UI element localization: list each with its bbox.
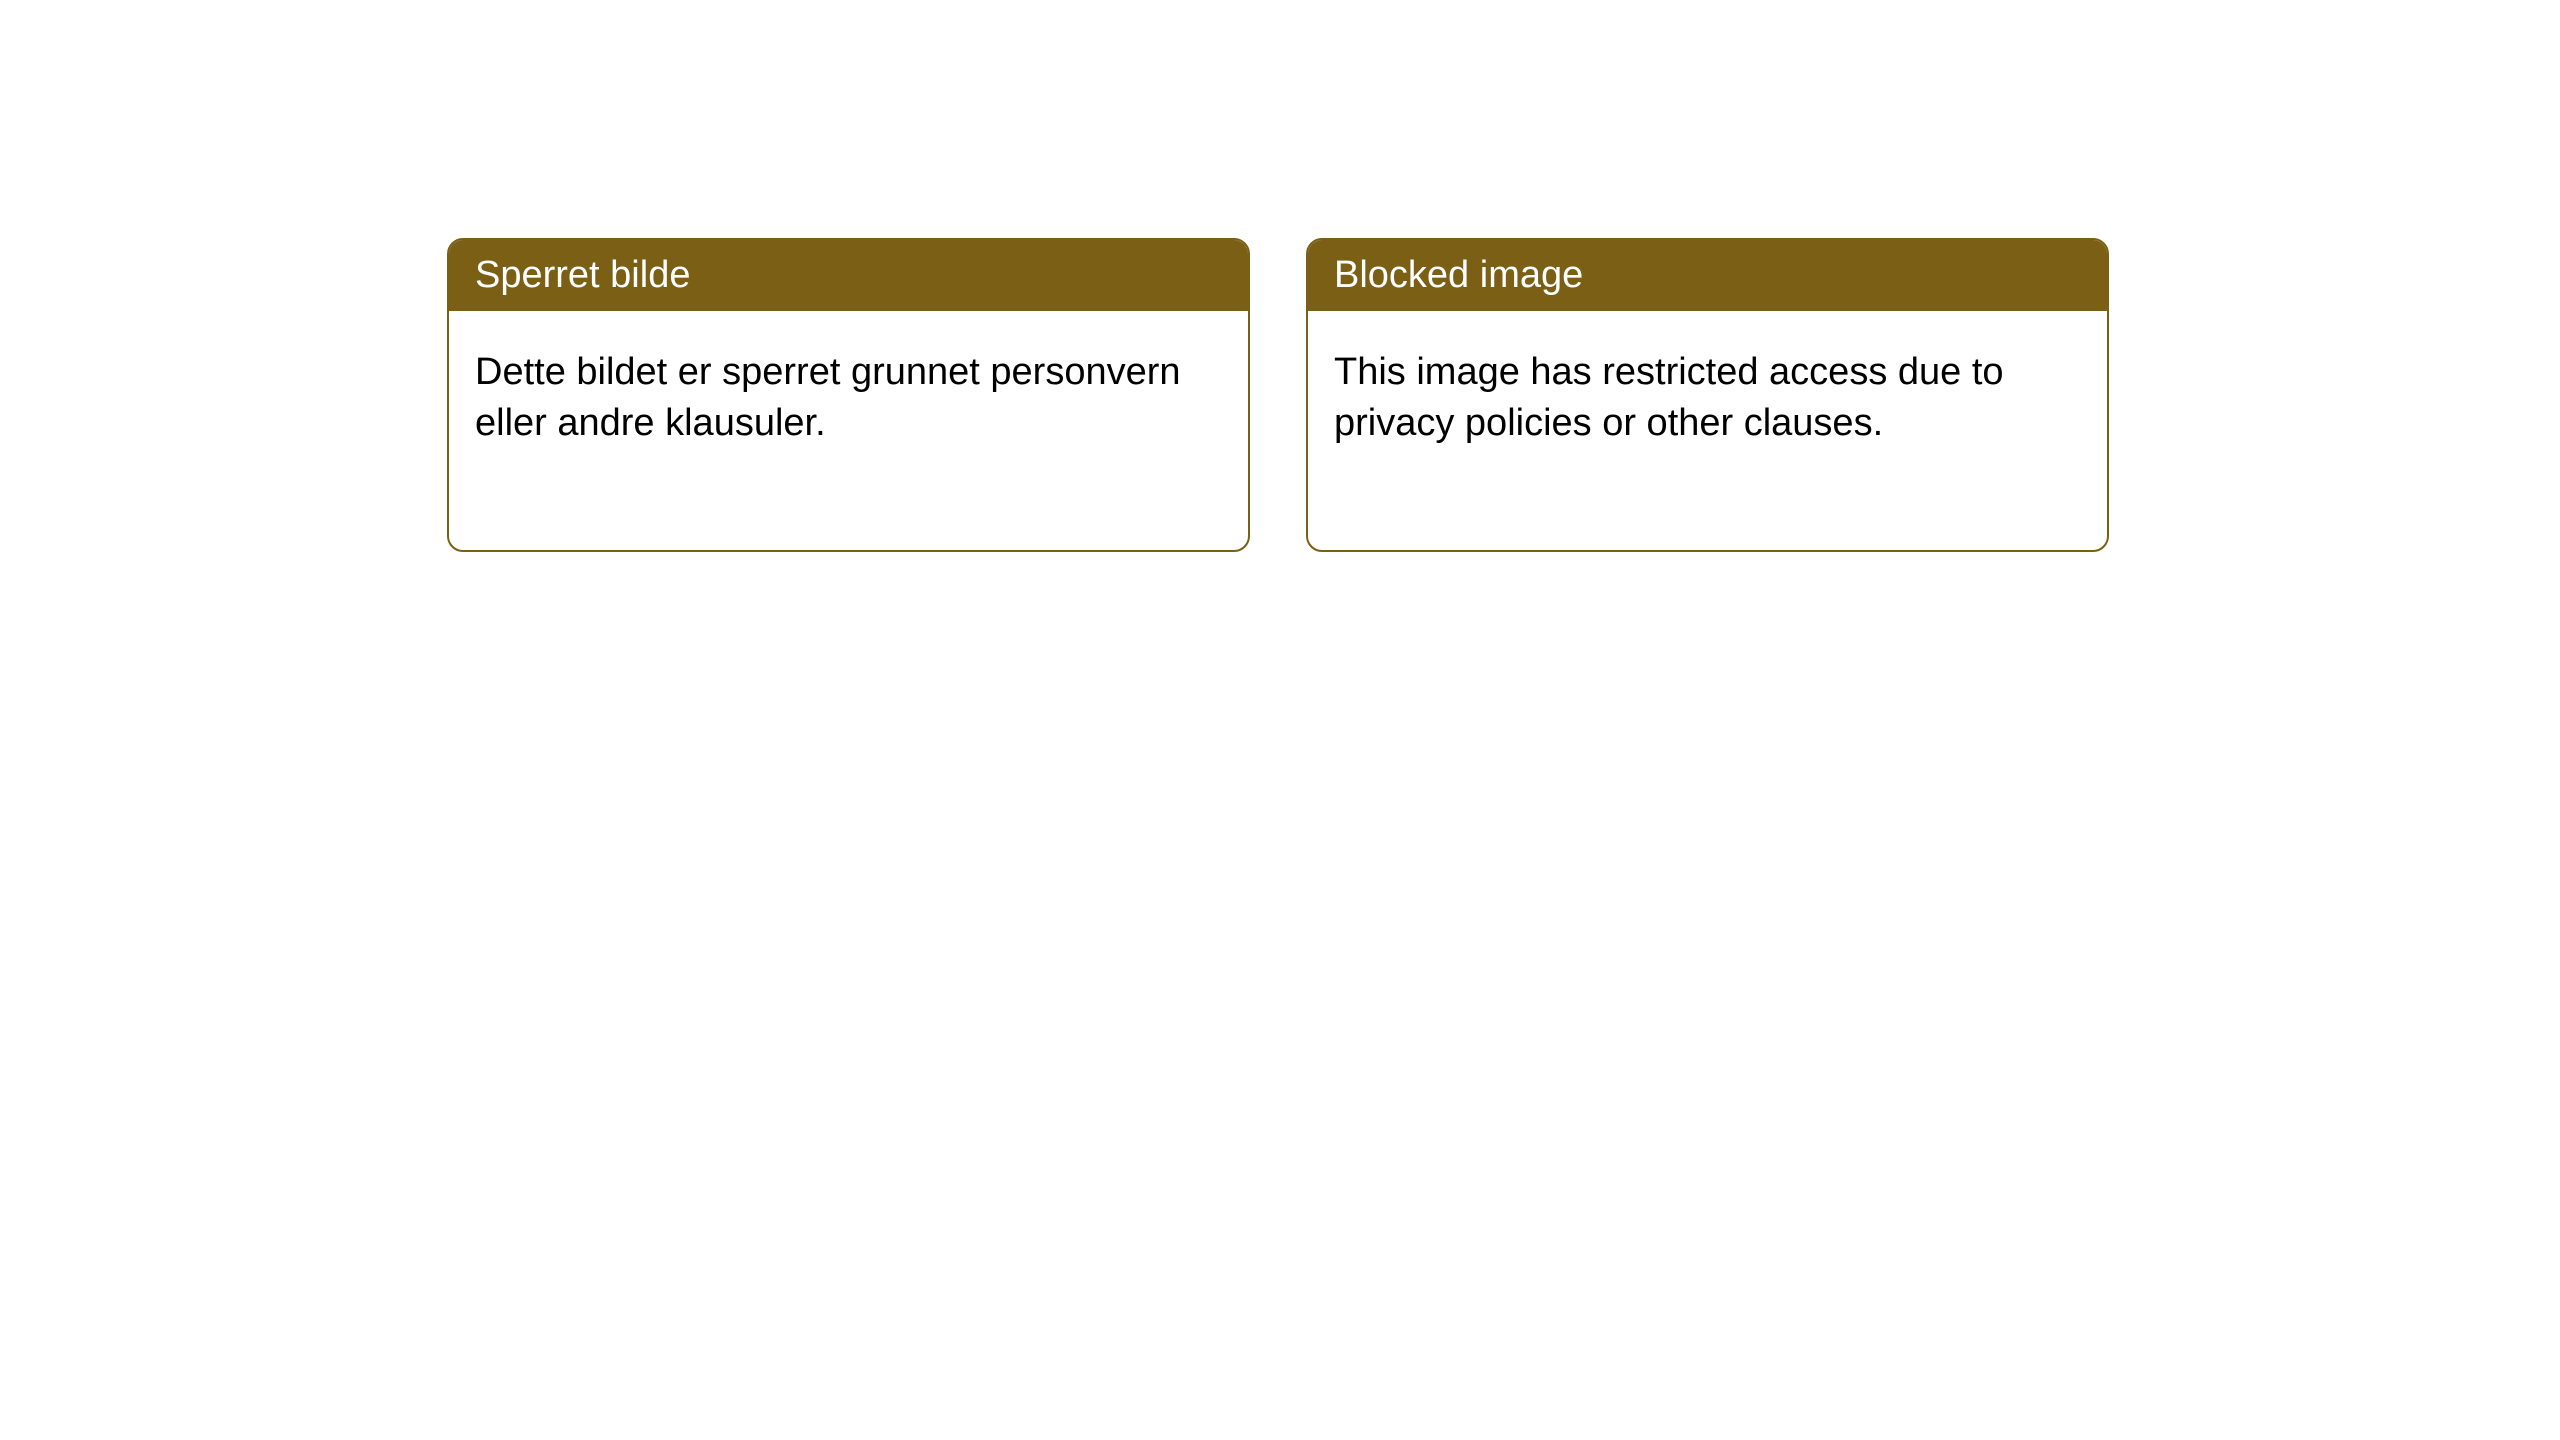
card-title: Sperret bilde [475, 254, 690, 296]
card-header: Blocked image [1308, 240, 2107, 311]
card-body: Dette bildet er sperret grunnet personve… [449, 311, 1248, 550]
card-body-text: Dette bildet er sperret grunnet personve… [475, 351, 1181, 444]
card-title: Blocked image [1334, 254, 1583, 296]
notice-container: Sperret bilde Dette bildet er sperret gr… [447, 238, 2109, 552]
card-header: Sperret bilde [449, 240, 1248, 311]
card-body: This image has restricted access due to … [1308, 311, 2107, 550]
notice-card-english: Blocked image This image has restricted … [1306, 238, 2109, 552]
card-body-text: This image has restricted access due to … [1334, 351, 2004, 444]
notice-card-norwegian: Sperret bilde Dette bildet er sperret gr… [447, 238, 1250, 552]
